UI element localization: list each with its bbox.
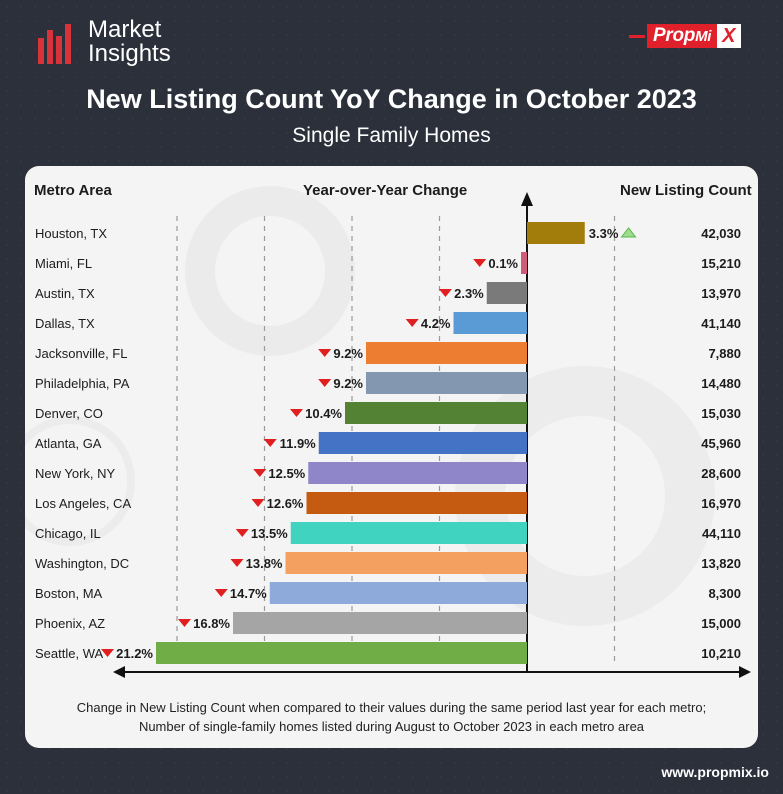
listing-count-value: 44,110 xyxy=(702,526,741,541)
metro-label: Phoenix, AZ xyxy=(35,616,105,631)
down-arrow-icon xyxy=(290,409,303,417)
listing-count-value: 14,480 xyxy=(701,376,741,391)
brand-name-line2: Insights xyxy=(88,40,171,67)
yoy-bar xyxy=(156,642,527,664)
yoy-value-label: 9.2% xyxy=(333,346,363,361)
yoy-value-label: 12.6% xyxy=(267,496,304,511)
yoy-change-header: Year-over-Year Change xyxy=(303,182,468,199)
down-arrow-icon xyxy=(473,259,487,267)
yoy-bar xyxy=(318,432,527,454)
page-title: New Listing Count YoY Change in October … xyxy=(86,84,697,114)
propmix-prefix: Prop xyxy=(653,25,696,46)
listing-count-value: 8,300 xyxy=(708,586,741,601)
x-axis-right-arrow xyxy=(739,666,751,678)
metro-label: Seattle, WA xyxy=(35,646,103,661)
yoy-value-label: 14.7% xyxy=(230,586,267,601)
metro-label: Dallas, TX xyxy=(35,316,95,331)
yoy-bar xyxy=(290,522,527,544)
listing-count-value: 7,880 xyxy=(708,346,741,361)
listing-count-value: 10,210 xyxy=(701,646,741,661)
metro-label: Washington, DC xyxy=(35,556,129,571)
metro-label: Los Angeles, CA xyxy=(35,496,131,511)
yoy-bar xyxy=(308,462,527,484)
market-insights-logo: Market Insights xyxy=(36,18,171,66)
page-subtitle: Single Family Homes xyxy=(292,124,491,147)
down-arrow-icon xyxy=(230,559,244,567)
metro-label: Atlanta, GA xyxy=(35,436,102,451)
yoy-value-label: 10.4% xyxy=(305,406,342,421)
down-arrow-icon xyxy=(318,379,332,387)
yoy-bar xyxy=(366,372,527,394)
yoy-bar xyxy=(486,282,527,304)
y-axis-up-arrow xyxy=(521,192,533,206)
down-arrow-icon xyxy=(251,499,265,507)
yoy-value-label: 2.3% xyxy=(454,286,484,301)
down-arrow-icon xyxy=(235,529,249,537)
yoy-bar xyxy=(269,582,527,604)
footnote-line2: Number of single-family homes listed dur… xyxy=(138,719,645,734)
yoy-bar xyxy=(366,342,527,364)
down-arrow-icon xyxy=(318,349,332,357)
metro-label: Houston, TX xyxy=(35,226,107,241)
footnote-line1: Change in New Listing Count when compare… xyxy=(76,700,707,715)
yoy-bar xyxy=(453,312,527,334)
brand-name-line1: Market xyxy=(88,16,162,43)
yoy-value-label: 13.8% xyxy=(246,556,283,571)
metro-label: Philadelphia, PA xyxy=(35,376,130,391)
listing-count-value: 42,030 xyxy=(701,226,741,241)
listing-count-value: 13,820 xyxy=(701,556,741,571)
chart-card: Metro Area Year-over-Year Change New Lis… xyxy=(25,166,758,748)
yoy-bar xyxy=(345,402,527,424)
down-arrow-icon xyxy=(405,319,419,327)
listing-count-value: 45,960 xyxy=(701,436,741,451)
listing-count-value: 15,030 xyxy=(701,406,741,421)
listing-count-value: 15,210 xyxy=(701,256,741,271)
yoy-value-label: 0.1% xyxy=(488,256,518,271)
yoy-value-label: 12.5% xyxy=(268,466,305,481)
yoy-value-label: 11.9% xyxy=(280,436,317,451)
propmix-logo: PropMi X xyxy=(629,24,749,48)
yoy-value-label: 13.5% xyxy=(251,526,288,541)
propmix-x: X xyxy=(717,24,741,48)
yoy-value-label: 21.2% xyxy=(116,646,153,661)
listing-count-header: New Listing Count xyxy=(620,182,752,199)
yoy-bar xyxy=(521,252,527,274)
website-url[interactable]: www.propmix.io xyxy=(661,764,769,780)
metro-label: Miami, FL xyxy=(35,256,92,271)
metro-label: New York, NY xyxy=(35,466,116,481)
listing-count-value: 13,970 xyxy=(701,286,741,301)
metro-label: Denver, CO xyxy=(35,406,103,421)
metro-label: Austin, TX xyxy=(35,286,95,301)
yoy-value-label: 3.3% xyxy=(589,226,619,241)
metro-label: Boston, MA xyxy=(35,586,103,601)
yoy-bar xyxy=(306,492,527,514)
yoy-bar xyxy=(233,612,527,634)
yoy-bar xyxy=(285,552,527,574)
listing-count-value: 28,600 xyxy=(701,466,741,481)
yoy-bar xyxy=(527,222,585,244)
propmix-middle: Mi xyxy=(695,28,712,45)
listing-count-value: 16,970 xyxy=(701,496,741,511)
yoy-value-label: 9.2% xyxy=(333,376,363,391)
down-arrow-icon xyxy=(101,649,114,657)
metro-label: Chicago, IL xyxy=(35,526,101,541)
listing-count-value: 15,000 xyxy=(701,616,741,631)
metro-label: Jacksonville, FL xyxy=(35,346,127,361)
down-arrow-icon xyxy=(178,619,191,627)
bar-chart-icon xyxy=(36,20,82,64)
yoy-value-label: 4.2% xyxy=(421,316,451,331)
down-arrow-icon xyxy=(438,289,452,297)
yoy-value-label: 16.8% xyxy=(193,616,230,631)
down-arrow-icon xyxy=(253,469,267,477)
up-arrow-icon xyxy=(620,227,637,238)
metro-area-header: Metro Area xyxy=(34,182,112,199)
down-arrow-icon xyxy=(214,589,228,597)
down-arrow-icon xyxy=(263,439,277,447)
x-axis-left-arrow xyxy=(113,666,125,678)
listing-count-value: 41,140 xyxy=(701,316,741,331)
yoy-bar-chart: Houston, TX 3.3% 42,030 Miami, FL 0.1% 15,210… xyxy=(35,192,751,678)
